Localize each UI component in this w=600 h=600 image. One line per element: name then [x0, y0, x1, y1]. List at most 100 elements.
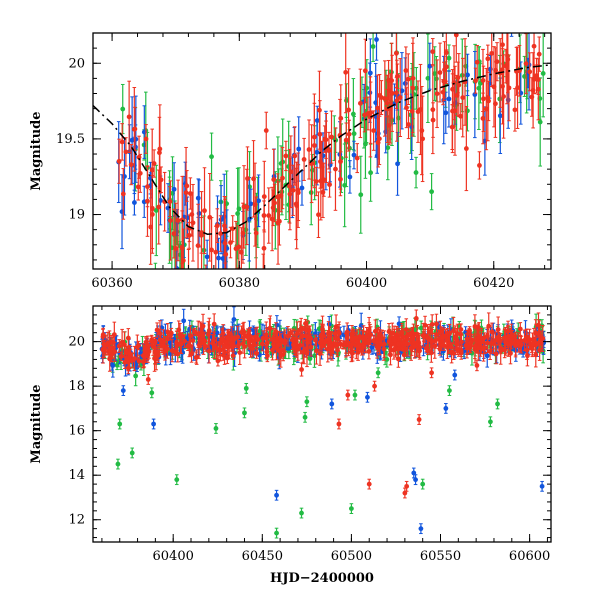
top-series-0-point-marker: [429, 189, 435, 195]
top-series-2-point-marker: [410, 75, 416, 81]
top-series-2-point-marker: [529, 94, 535, 100]
top-series-2-point-marker: [180, 258, 186, 264]
top-series-2-point-marker: [477, 163, 482, 168]
top-series-2-point-marker: [156, 204, 162, 210]
top-series-2-point-marker: [458, 113, 464, 119]
top-series-2-point-marker: [534, 73, 539, 79]
top-series-2-point: [126, 80, 132, 154]
top-series-0-point-marker: [120, 106, 126, 112]
bottom-series-2-point-marker: [333, 324, 339, 330]
top-series-0-point: [153, 262, 158, 269]
top-series-2-point: [460, 57, 466, 138]
top-series-1-point-marker: [314, 118, 320, 123]
top-x-tick-label: 60400: [346, 276, 387, 291]
top-series-2-point-marker: [404, 105, 409, 111]
top-series-2-point: [270, 189, 276, 227]
top-series-2-point-marker: [409, 108, 415, 114]
top-series-2-point: [535, 58, 541, 121]
top-series-2-point-marker: [261, 194, 267, 199]
top-series-2-point-marker: [168, 218, 173, 223]
top-series-2-point: [173, 202, 179, 269]
bottom-series-2-point-marker: [533, 352, 539, 358]
top-series-2-point-marker: [460, 95, 466, 101]
top-series-1-point-marker: [256, 198, 262, 204]
top-series-2-point-marker: [151, 161, 157, 166]
top-series-2-point: [480, 48, 486, 112]
top-series-2-point: [405, 53, 411, 105]
top-series-2-point: [458, 103, 464, 130]
top-series-2-point: [301, 137, 307, 181]
top-series-1-point: [446, 70, 452, 128]
top-series-2-point-marker: [437, 70, 443, 75]
top-series-2-point-marker: [397, 95, 403, 100]
bottom-series-2-point-marker: [297, 342, 303, 348]
top-series-1-point-marker: [195, 195, 201, 201]
top-series-1-point-marker: [204, 254, 210, 260]
top-series-2-point: [343, 33, 349, 114]
top-series-2-point: [184, 170, 190, 202]
top-series-2-point-marker: [222, 223, 227, 229]
top-series-2-point: [338, 84, 344, 153]
top-series-1-point: [171, 162, 177, 217]
top-series-2-point-marker: [354, 155, 360, 161]
top-series-1-point-marker: [373, 100, 379, 106]
top-series-0-point-marker: [476, 85, 482, 91]
top-series-2-point: [292, 126, 298, 186]
top-series-2-point: [382, 60, 388, 137]
top-series-0-point: [153, 164, 159, 257]
top-series-1-point: [465, 53, 470, 97]
top-series-2-point: [531, 33, 537, 78]
top-series-2-point-marker: [362, 112, 368, 118]
top-x-tick-label: 60360: [91, 276, 132, 291]
top-series-2-point-marker: [371, 128, 377, 134]
top-series-2-point: [290, 164, 296, 216]
top-series-2-point-marker: [415, 109, 421, 115]
top-series-2-point-marker: [535, 86, 541, 92]
top-series-2-point-marker: [236, 244, 242, 250]
top-series-0-point: [413, 156, 419, 189]
top-series-2-point: [523, 33, 529, 95]
top-series-2-point-marker: [382, 96, 388, 101]
top-series-2-point: [306, 119, 312, 180]
top-series-0-point-marker: [370, 44, 376, 49]
top-series-2-point-marker: [512, 107, 518, 113]
top-series-0-point-marker: [433, 76, 439, 82]
top-y-tick-label: 19: [68, 208, 85, 223]
top-series-2-point: [277, 197, 282, 246]
top-axis-ticks: 60360 60380 60400 60420 19 19.5 20: [56, 33, 551, 291]
top-series-1-point: [373, 62, 379, 143]
top-series-2-point-marker: [453, 33, 459, 38]
bottom-series-2-point: [297, 336, 303, 355]
top-series-2-point: [288, 135, 294, 209]
top-series-2-point-marker: [244, 204, 250, 210]
top-series-2-point-marker: [280, 175, 285, 181]
bottom-data-points: [99, 306, 547, 539]
top-series-2-point-marker: [489, 50, 495, 56]
top-series-2-point: [202, 167, 207, 255]
bottom-series-1-point-marker: [181, 318, 187, 324]
top-series-2-point-marker: [143, 136, 149, 142]
top-series-2-point: [253, 196, 259, 269]
top-series-2-point-marker: [449, 124, 455, 130]
bottom-series-1-point-marker: [231, 317, 237, 322]
top-series-2-point-marker: [321, 177, 327, 183]
top-series-2-point: [486, 80, 491, 122]
top-series-0-point: [537, 77, 543, 167]
top-series-2-point-marker: [131, 126, 137, 132]
top-series-0-point: [429, 173, 435, 211]
top-series-2-point: [261, 253, 266, 269]
top-series-0-point-marker: [425, 75, 431, 81]
top-plot-frame: [92, 32, 552, 270]
top-series-2-point: [261, 221, 267, 269]
top-series-1-point-marker: [314, 149, 320, 155]
top-series-2-point-marker: [270, 205, 276, 211]
top-series-2-point-marker: [306, 147, 312, 152]
top-series-2-point-marker: [261, 245, 267, 251]
top-series-2-point: [316, 191, 321, 238]
top-series-1-point-marker: [347, 174, 353, 180]
top-series-0-point: [350, 78, 356, 151]
top-series-2-point-marker: [536, 51, 542, 57]
top-series-1-point-marker: [497, 113, 503, 119]
top-series-2-point-marker: [343, 69, 349, 75]
